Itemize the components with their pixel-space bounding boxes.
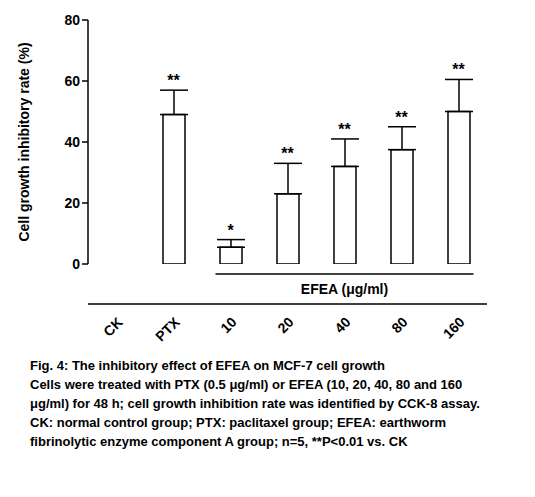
svg-text:PTX: PTX (152, 313, 183, 344)
svg-text:10: 10 (217, 314, 239, 336)
svg-text:Cell growth inhibitory rate (%: Cell growth inhibitory rate (%) (16, 42, 32, 241)
svg-text:40: 40 (64, 134, 80, 150)
svg-text:**: ** (338, 121, 351, 138)
svg-text:20: 20 (64, 195, 80, 211)
svg-text:160: 160 (440, 314, 468, 342)
svg-text:80: 80 (64, 12, 80, 28)
svg-text:**: ** (281, 145, 294, 162)
svg-text:20: 20 (274, 314, 296, 336)
svg-text:EFEA (μg/ml): EFEA (μg/ml) (301, 281, 388, 297)
html-text:Fig. 4: The inhibitory effect: Fig. 4: The inhibitory effect of EFEA on… (30, 358, 385, 373)
svg-text:80: 80 (388, 314, 410, 336)
svg-text:0: 0 (72, 256, 80, 272)
svg-text:40: 40 (331, 314, 353, 336)
svg-text:60: 60 (64, 73, 80, 89)
svg-text:**: ** (167, 72, 180, 89)
svg-text:**: ** (452, 61, 465, 78)
svg-text:**: ** (395, 109, 408, 126)
html-text:Cells were treated with PTX (0: Cells were treated with PTX (0.5 μg/ml) … (30, 377, 480, 449)
svg-text:*: * (227, 222, 234, 239)
svg-text:CK: CK (100, 314, 126, 340)
